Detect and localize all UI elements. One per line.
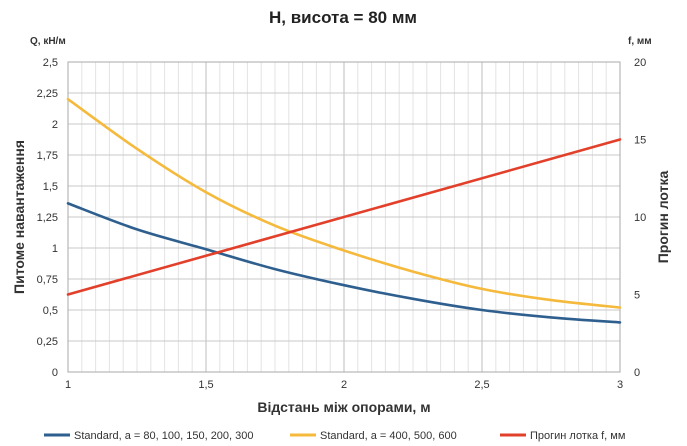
series-lines bbox=[66, 97, 622, 324]
legend: Standard, a = 80, 100, 150, 200, 300 Stan… bbox=[44, 430, 625, 442]
y-left-tick-label: 2 bbox=[52, 119, 58, 131]
y-axis-right-title: Прогин лотка bbox=[655, 171, 671, 264]
legend-label: Standard, a = 80, 100, 150, 200, 300 bbox=[74, 430, 254, 442]
y-left-tick-label: 1,5 bbox=[43, 181, 58, 193]
series-line-standard-a80-300 bbox=[66, 202, 622, 324]
legend-item-standard-a400-600: Standard, a = 400, 500, 600 bbox=[290, 430, 457, 442]
y-left-tick-label: 0,25 bbox=[37, 336, 58, 348]
series-line-deflection bbox=[66, 138, 622, 296]
x-tick-label: 2,5 bbox=[474, 379, 489, 391]
legend-item-standard-a80-300: Standard, a = 80, 100, 150, 200, 300 bbox=[44, 430, 254, 442]
y-right-tick-label: 0 bbox=[634, 367, 640, 379]
x-tick-label: 3 bbox=[617, 379, 623, 391]
y-left-tick-label: 2,25 bbox=[37, 88, 58, 100]
x-tick-label: 2 bbox=[341, 379, 347, 391]
x-tick-label: 1 bbox=[65, 379, 71, 391]
legend-label: Прогин лотка f, мм bbox=[530, 430, 625, 442]
legend-label: Standard, a = 400, 500, 600 bbox=[320, 430, 457, 442]
y-left-tick-label: 2,5 bbox=[43, 57, 58, 69]
chart-title: H, висота = 80 мм bbox=[269, 8, 417, 27]
y-right-tick-label: 10 bbox=[634, 212, 646, 224]
left-axis-unit: Q, кН/м bbox=[30, 36, 66, 47]
y-left-tick-label: 1 bbox=[52, 243, 58, 255]
y-axis-left-title: Питоме навантаження bbox=[11, 140, 27, 294]
y-left-tick-label: 1,25 bbox=[37, 212, 58, 224]
legend-item-deflection: Прогин лотка f, мм bbox=[500, 430, 625, 442]
y-right-tick-label: 5 bbox=[634, 290, 640, 302]
series-line-standard-a400-600 bbox=[66, 97, 622, 309]
y-right-tick-label: 20 bbox=[634, 57, 646, 69]
y-right-tick-label: 15 bbox=[634, 135, 646, 147]
right-axis-unit: f, мм bbox=[628, 36, 652, 47]
y-left-tick-label: 0 bbox=[52, 367, 58, 379]
y-left-tick-label: 0,75 bbox=[37, 274, 58, 286]
x-axis-title: Відстань між опорами, м bbox=[257, 399, 430, 415]
y-left-tick-label: 0,5 bbox=[43, 305, 58, 317]
tick-labels: 1 1,5 2 2,5 300,250,50,7511,251,51,7522,252,… bbox=[37, 57, 647, 391]
y-left-tick-label: 1,75 bbox=[37, 150, 58, 162]
plot-area-frame bbox=[67, 61, 621, 373]
x-tick-label: 1,5 bbox=[198, 379, 213, 391]
